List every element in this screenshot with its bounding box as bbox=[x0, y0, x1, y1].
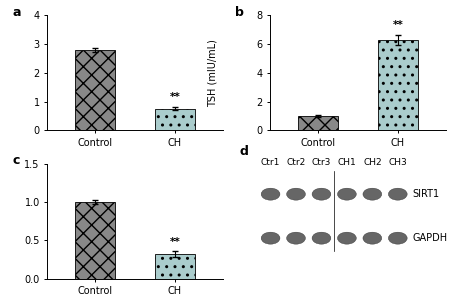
Text: CH2: CH2 bbox=[363, 158, 382, 168]
Text: Ctr3: Ctr3 bbox=[312, 158, 331, 168]
Text: **: ** bbox=[392, 20, 403, 30]
Text: **: ** bbox=[170, 237, 180, 247]
Text: Ctr1: Ctr1 bbox=[261, 158, 280, 168]
Ellipse shape bbox=[363, 232, 382, 244]
Text: a: a bbox=[12, 6, 21, 19]
Text: d: d bbox=[239, 145, 248, 158]
Bar bbox=[298, 116, 338, 130]
Bar bbox=[378, 40, 418, 130]
Text: CH3: CH3 bbox=[388, 158, 407, 168]
Ellipse shape bbox=[363, 188, 382, 200]
Bar bbox=[75, 50, 115, 130]
Text: c: c bbox=[12, 155, 20, 168]
Text: GAPDH: GAPDH bbox=[412, 233, 447, 243]
Text: SIRT1: SIRT1 bbox=[412, 189, 439, 199]
Ellipse shape bbox=[287, 232, 305, 244]
Text: CH1: CH1 bbox=[337, 158, 356, 168]
Bar bbox=[75, 202, 115, 279]
Ellipse shape bbox=[388, 188, 407, 200]
Text: Ctr2: Ctr2 bbox=[286, 158, 306, 168]
Text: **: ** bbox=[170, 92, 180, 102]
Ellipse shape bbox=[337, 188, 356, 200]
Ellipse shape bbox=[287, 188, 305, 200]
Text: b: b bbox=[235, 6, 244, 19]
Ellipse shape bbox=[261, 188, 280, 200]
Ellipse shape bbox=[312, 188, 331, 200]
Ellipse shape bbox=[312, 232, 331, 244]
Bar bbox=[155, 254, 195, 279]
Ellipse shape bbox=[337, 232, 356, 244]
Ellipse shape bbox=[261, 232, 280, 244]
Bar bbox=[155, 109, 195, 130]
Y-axis label: TSH (mIU/mL): TSH (mIU/mL) bbox=[208, 39, 218, 107]
Ellipse shape bbox=[388, 232, 407, 244]
